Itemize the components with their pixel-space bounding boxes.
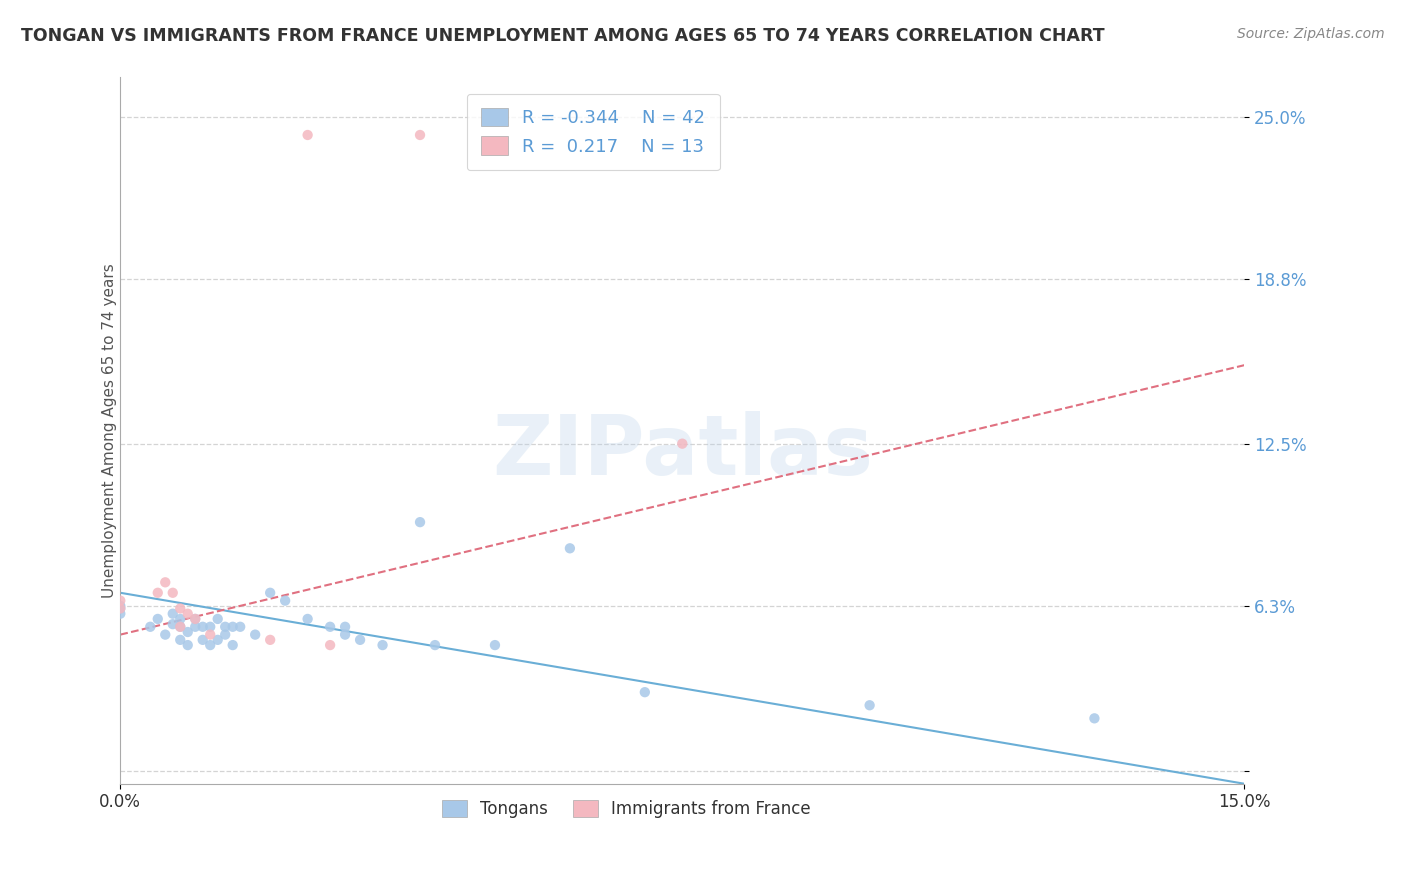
Point bbox=[184, 612, 207, 626]
Point bbox=[333, 620, 356, 634]
Point bbox=[200, 627, 222, 641]
Point bbox=[243, 627, 266, 641]
Legend: Tongans, Immigrants from France: Tongans, Immigrants from France bbox=[434, 793, 817, 825]
Point bbox=[169, 632, 191, 647]
Point bbox=[349, 632, 371, 647]
Point bbox=[169, 601, 191, 615]
Text: TONGAN VS IMMIGRANTS FROM FRANCE UNEMPLOYMENT AMONG AGES 65 TO 74 YEARS CORRELAT: TONGAN VS IMMIGRANTS FROM FRANCE UNEMPLO… bbox=[21, 27, 1105, 45]
Point bbox=[200, 620, 222, 634]
Point bbox=[423, 638, 446, 652]
Point bbox=[110, 599, 132, 613]
Point bbox=[222, 638, 245, 652]
Point bbox=[177, 607, 200, 621]
Point bbox=[146, 586, 169, 600]
Point bbox=[184, 612, 207, 626]
Point bbox=[229, 620, 252, 634]
Point bbox=[333, 627, 356, 641]
Point bbox=[177, 625, 200, 640]
Point bbox=[558, 541, 581, 556]
Point bbox=[169, 612, 191, 626]
Point bbox=[110, 601, 132, 615]
Point bbox=[297, 612, 319, 626]
Point bbox=[319, 620, 342, 634]
Point bbox=[155, 575, 177, 590]
Point bbox=[259, 632, 281, 647]
Point bbox=[146, 612, 169, 626]
Point bbox=[169, 620, 191, 634]
Point bbox=[274, 593, 297, 607]
Point bbox=[214, 627, 236, 641]
Point bbox=[484, 638, 506, 652]
Point bbox=[110, 607, 132, 621]
Point bbox=[110, 601, 132, 615]
Point bbox=[1083, 711, 1105, 725]
Point bbox=[222, 620, 245, 634]
Point bbox=[110, 593, 132, 607]
Point bbox=[191, 620, 214, 634]
Point bbox=[319, 638, 342, 652]
Point bbox=[155, 627, 177, 641]
Point bbox=[191, 632, 214, 647]
Point bbox=[184, 620, 207, 634]
Point bbox=[297, 128, 319, 142]
Point bbox=[139, 620, 162, 634]
Point bbox=[200, 638, 222, 652]
Point bbox=[259, 586, 281, 600]
Point bbox=[162, 586, 184, 600]
Point bbox=[177, 638, 200, 652]
Point bbox=[162, 607, 184, 621]
Point bbox=[207, 612, 229, 626]
Y-axis label: Unemployment Among Ages 65 to 74 years: Unemployment Among Ages 65 to 74 years bbox=[101, 263, 117, 598]
Point bbox=[409, 128, 432, 142]
Point bbox=[859, 698, 882, 713]
Point bbox=[634, 685, 657, 699]
Text: ZIPatlas: ZIPatlas bbox=[492, 411, 873, 492]
Point bbox=[409, 515, 432, 529]
Point bbox=[169, 620, 191, 634]
Point bbox=[371, 638, 394, 652]
Point bbox=[207, 632, 229, 647]
Point bbox=[214, 620, 236, 634]
Point bbox=[671, 436, 693, 450]
Point bbox=[162, 617, 184, 632]
Text: Source: ZipAtlas.com: Source: ZipAtlas.com bbox=[1237, 27, 1385, 41]
